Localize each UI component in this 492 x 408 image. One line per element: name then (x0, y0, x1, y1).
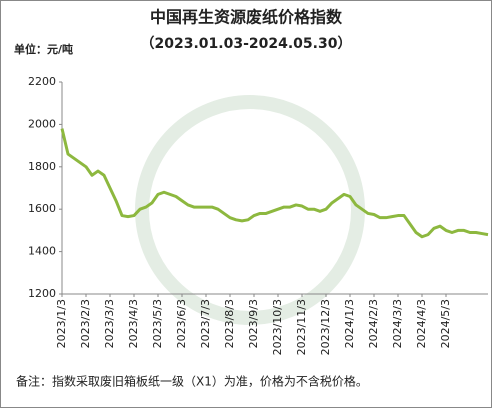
x-tick-label: 2023/5/3 (151, 299, 164, 348)
x-tick-label: 2024/2/3 (367, 299, 380, 348)
x-tick-label: 2024/1/3 (343, 299, 356, 348)
x-tick-label: 2023/10/3 (271, 299, 284, 355)
data-line (60, 128, 489, 239)
x-tick-label: 2024/5/3 (439, 299, 452, 348)
x-tick-label: 2024/3/3 (391, 299, 404, 348)
y-tick-label: 2200 (28, 75, 56, 88)
x-tick-label: 2023/11/3 (295, 299, 308, 355)
y-tick-label: 2000 (28, 117, 56, 130)
x-tick-label: 2024/4/3 (415, 299, 428, 348)
x-tick-label: 2023/3/3 (103, 299, 116, 348)
chart-title: 中国再生资源废纸价格指数 (150, 8, 343, 27)
y-tick-label: 1800 (28, 160, 56, 173)
x-tick-label: 2023/8/3 (223, 299, 236, 348)
x-tick-label: 2023/4/3 (127, 299, 140, 348)
x-tick-label: 2023/6/3 (175, 299, 188, 348)
x-tick-label: 2023/12/3 (319, 299, 332, 355)
note: 备注：指数采取废旧箱板纸一级（X1）为准，价格为不含税价格。 (16, 374, 368, 389)
y-tick-label: 1400 (28, 245, 56, 258)
chart-subtitle: （2023.01.03-2024.05.30） (141, 36, 352, 52)
x-tick-label: 2023/9/3 (247, 299, 260, 348)
y-tick-label: 1600 (28, 202, 56, 215)
y-unit: 单位：元/吨 (14, 42, 73, 56)
x-tick-label: 2023/1/3 (55, 299, 68, 348)
y-tick-label: 1200 (28, 287, 56, 300)
x-tick-label: 2023/2/3 (79, 299, 92, 348)
x-tick-label: 2023/7/3 (199, 299, 212, 348)
